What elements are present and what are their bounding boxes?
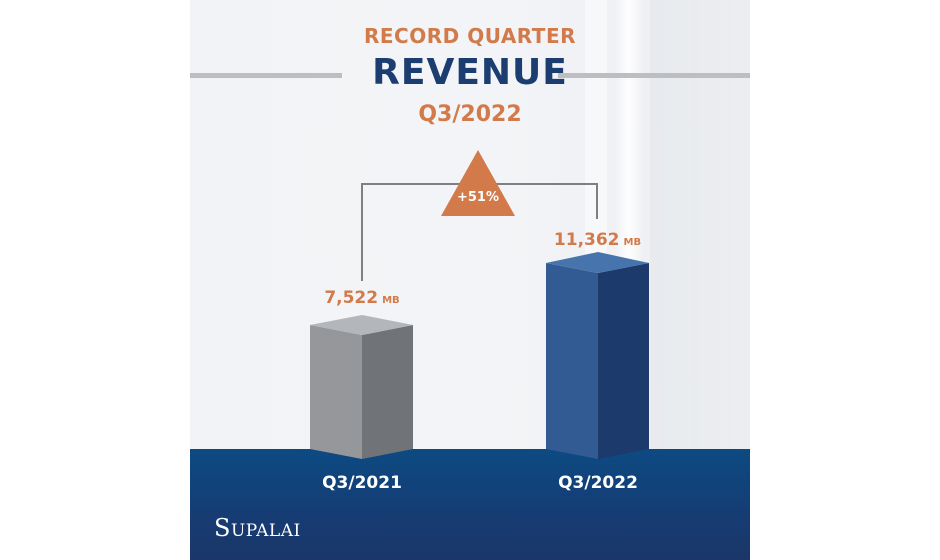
title-rule-right — [558, 73, 750, 78]
comparison-connector-left — [361, 183, 363, 281]
bar-q3-2021 — [310, 315, 413, 459]
bar-unit: MB — [623, 237, 642, 248]
title-period: Q3/2022 — [418, 102, 522, 127]
category-label: Q3/2021 — [322, 473, 402, 493]
category-label: Q3/2022 — [558, 473, 638, 493]
bar-q3-2022 — [546, 252, 649, 459]
footer-band — [190, 449, 750, 560]
title-rule-left — [190, 73, 342, 78]
page-title: REVENUE — [372, 52, 568, 93]
bar-unit: MB — [382, 295, 400, 306]
infographic-panel: RECORD QUARTER REVENUE Q3/2022 +51% 7,52… — [190, 0, 750, 560]
bar-value: 7,522 — [324, 288, 379, 308]
brand-logo: Supalai — [214, 514, 301, 542]
bar-value-label: 11,362 MB — [530, 230, 665, 250]
title-kicker: RECORD QUARTER — [363, 24, 577, 48]
growth-badge: +51% — [456, 190, 499, 205]
bar-chart — [310, 252, 649, 459]
bar-value: 11,362 — [553, 230, 620, 250]
bar-value-label: 7,522 MB — [302, 288, 422, 308]
comparison-connector-right — [596, 183, 598, 219]
